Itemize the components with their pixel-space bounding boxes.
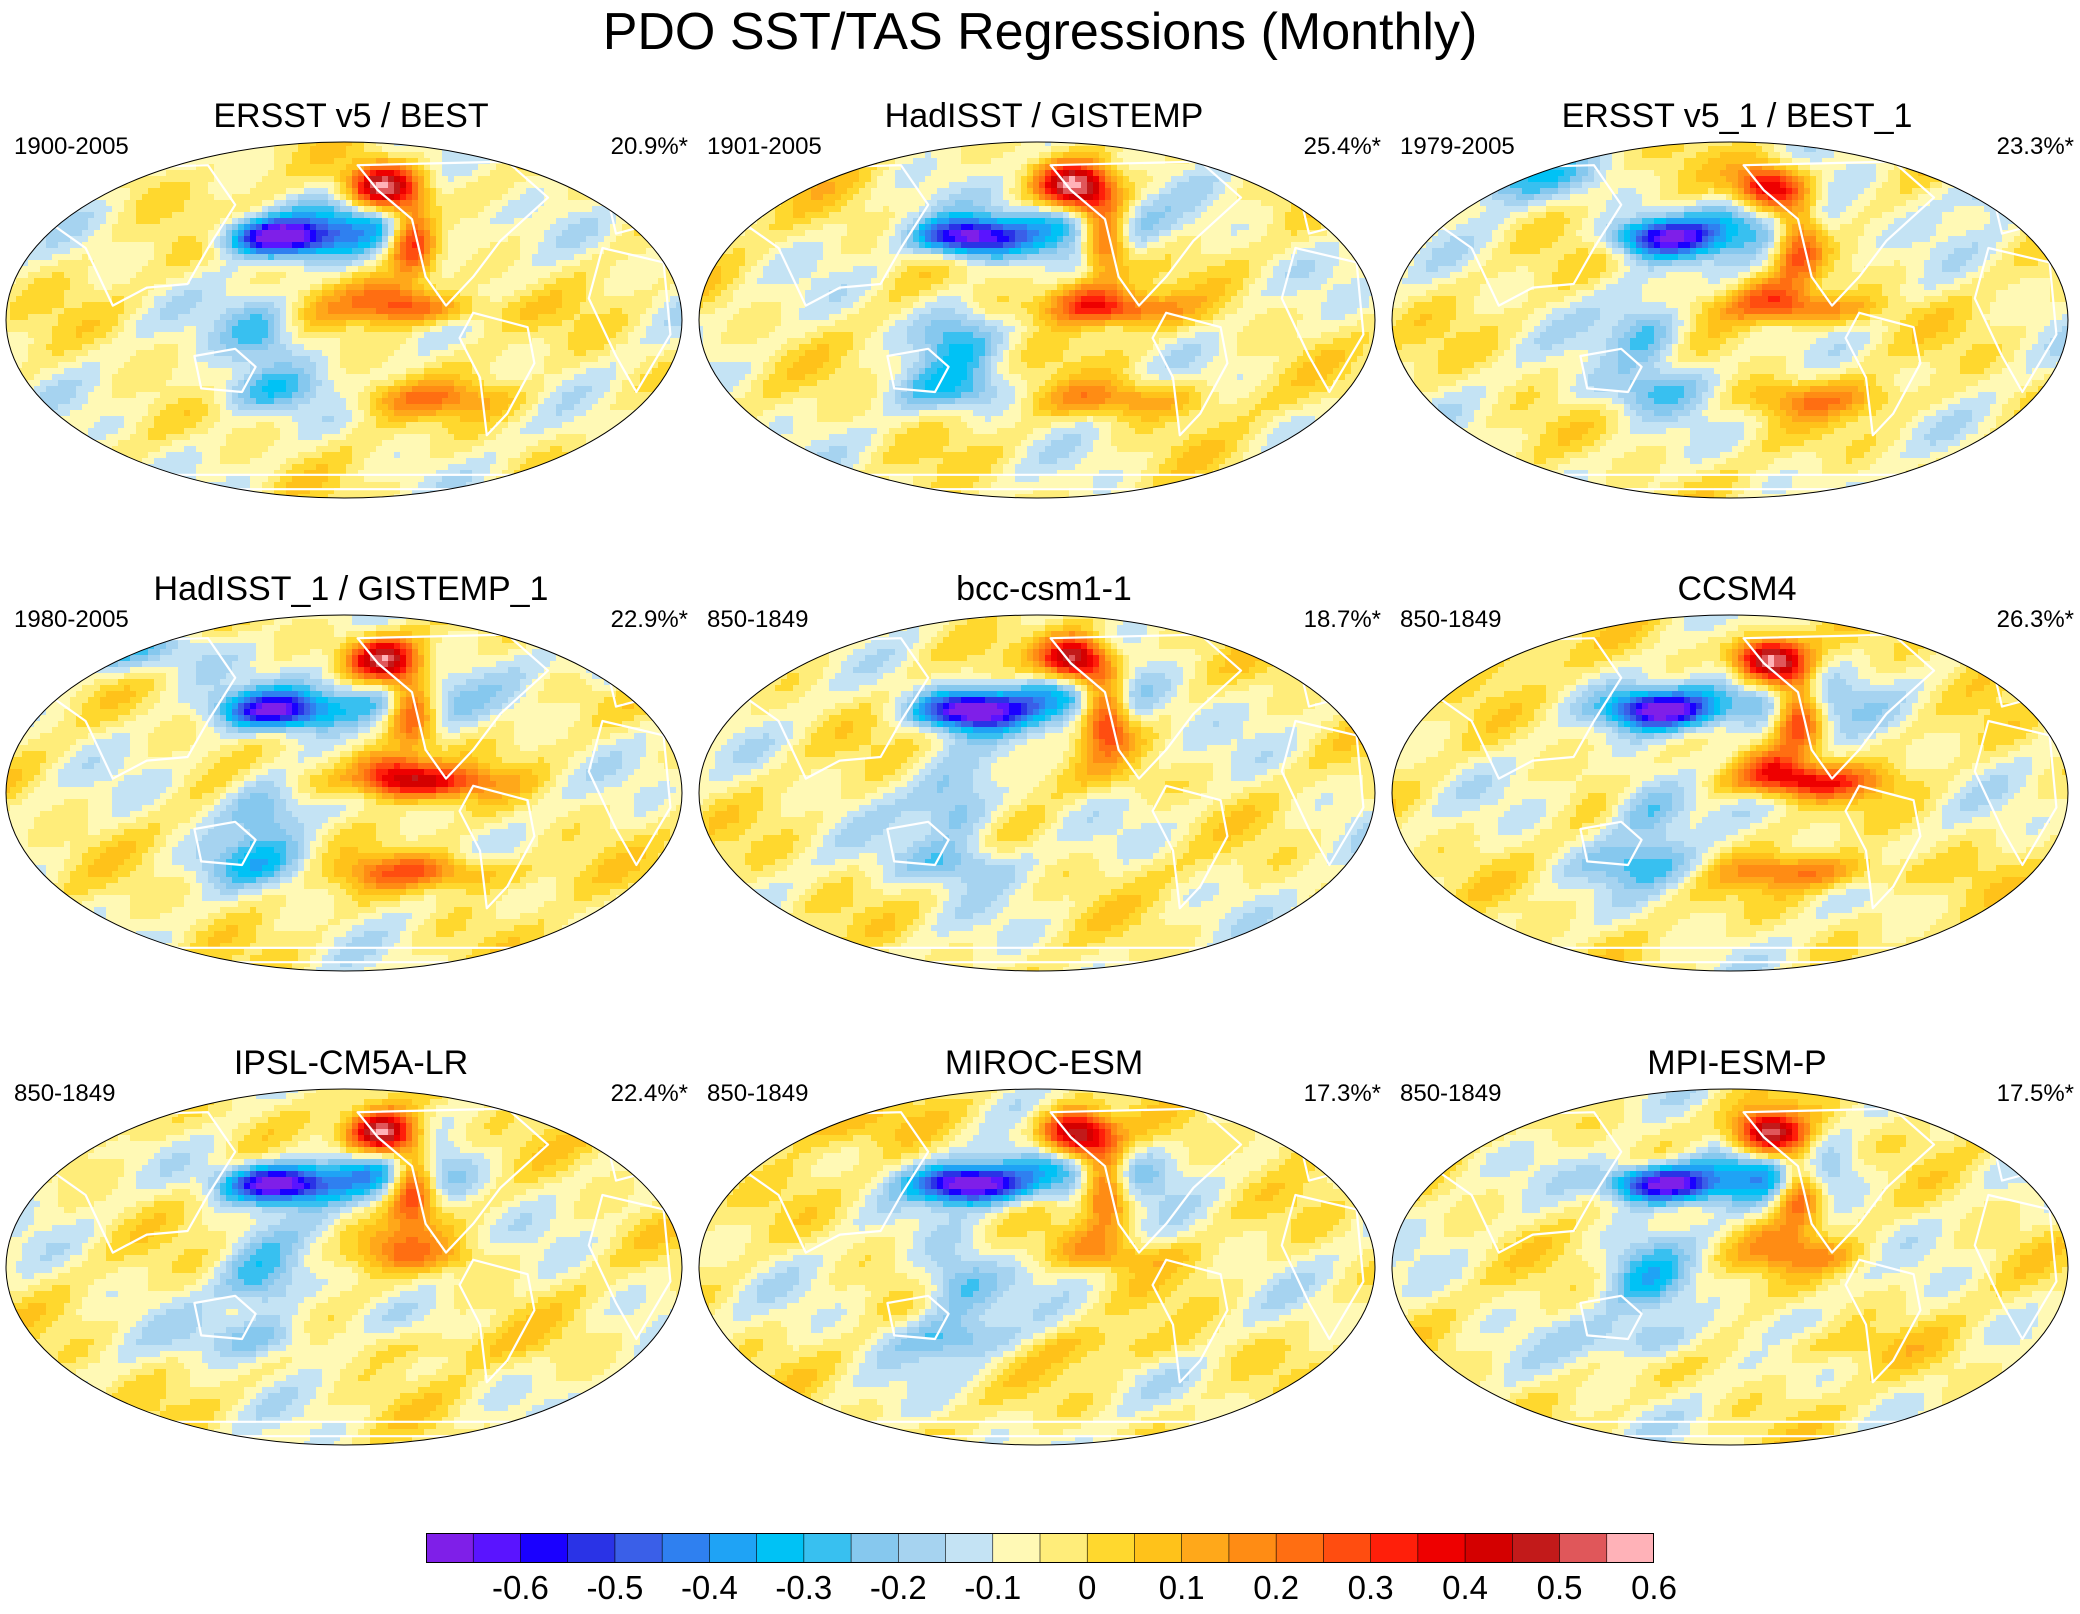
colorbar-swatch: [946, 1533, 994, 1563]
colorbar-tick-label: -0.5: [586, 1568, 643, 1608]
map-panel: HadISST / GISTEMP 1901-2005 25.4%*: [697, 96, 1391, 566]
colorbar-swatch: [473, 1533, 521, 1563]
colorbar-tick-label: 0.2: [1253, 1568, 1299, 1608]
map-panel: bcc-csm1-1 850-1849 18.7%*: [697, 569, 1391, 1039]
colorbar: [426, 1533, 1654, 1563]
map-panel: IPSL-CM5A-LR 850-1849 22.4%*: [4, 1043, 698, 1513]
regression-map: [697, 140, 1377, 500]
colorbar-tick-labels: -0.6 -0.5 -0.4 -0.3 -0.2 -0.1 0 0.1 0.2 0.3 0.4 0.5…: [0, 1568, 2080, 1612]
regression-map: [4, 140, 684, 500]
panel-title: IPSL-CM5A-LR: [4, 1043, 698, 1083]
colorbar-swatch: [520, 1533, 568, 1563]
colorbar-swatch: [1323, 1533, 1371, 1563]
colorbar-swatch: [1560, 1533, 1608, 1563]
colorbar-tick-label: -0.3: [775, 1568, 832, 1608]
colorbar-swatch: [426, 1533, 474, 1563]
map-panel: ERSST v5_1 / BEST_1 1979-2005 23.3%*: [1390, 96, 2080, 566]
panel-title: MPI-ESM-P: [1390, 1043, 2080, 1083]
colorbar-swatch: [1134, 1533, 1182, 1563]
panel-title: HadISST_1 / GISTEMP_1: [4, 569, 698, 609]
regression-map: [1390, 1087, 2070, 1447]
regression-map: [1390, 613, 2070, 973]
colorbar-swatch: [1229, 1533, 1277, 1563]
panel-title: ERSST v5 / BEST: [4, 96, 698, 136]
colorbar-swatch: [615, 1533, 663, 1563]
colorbar-swatch: [1465, 1533, 1513, 1563]
panel-title: MIROC-ESM: [697, 1043, 1391, 1083]
colorbar-swatch: [1607, 1533, 1654, 1563]
map-panel: MIROC-ESM 850-1849 17.3%*: [697, 1043, 1391, 1513]
panel-title: HadISST / GISTEMP: [697, 96, 1391, 136]
chart-title: PDO SST/TAS Regressions (Monthly): [0, 2, 2080, 62]
colorbar-swatch: [568, 1533, 616, 1563]
regression-map: [697, 1087, 1377, 1447]
colorbar-tick-label: -0.2: [870, 1568, 927, 1608]
colorbar-swatch: [1182, 1533, 1230, 1563]
colorbar-swatch: [1040, 1533, 1088, 1563]
colorbar-swatch: [1418, 1533, 1466, 1563]
panel-title: ERSST v5_1 / BEST_1: [1390, 96, 2080, 136]
colorbar-tick-label: 0.3: [1348, 1568, 1394, 1608]
map-panel: ERSST v5 / BEST 1900-2005 20.9%*: [4, 96, 698, 566]
regression-map: [4, 613, 684, 973]
colorbar-swatch: [709, 1533, 757, 1563]
colorbar-swatch: [1276, 1533, 1324, 1563]
colorbar-swatch: [1371, 1533, 1419, 1563]
colorbar-swatch: [898, 1533, 946, 1563]
colorbar-tick-label: 0.5: [1537, 1568, 1583, 1608]
map-panel: CCSM4 850-1849 26.3%*: [1390, 569, 2080, 1039]
map-panel: HadISST_1 / GISTEMP_1 1980-2005 22.9%*: [4, 569, 698, 1039]
colorbar-swatch: [851, 1533, 899, 1563]
map-panel: MPI-ESM-P 850-1849 17.5%*: [1390, 1043, 2080, 1513]
regression-map: [4, 1087, 684, 1447]
colorbar-swatch: [1087, 1533, 1135, 1563]
colorbar-tick-label: 0.6: [1631, 1568, 1677, 1608]
colorbar-swatch: [804, 1533, 852, 1563]
colorbar-tick-label: 0.4: [1442, 1568, 1488, 1608]
colorbar-tick-label: -0.4: [681, 1568, 738, 1608]
regression-map: [697, 613, 1377, 973]
colorbar-tick-label: 0.1: [1159, 1568, 1205, 1608]
colorbar-swatch: [662, 1533, 710, 1563]
colorbar-tick-label: -0.1: [964, 1568, 1021, 1608]
colorbar-swatch: [993, 1533, 1041, 1563]
colorbar-tick-label: 0: [1078, 1568, 1096, 1608]
colorbar-tick-label: -0.6: [492, 1568, 549, 1608]
panel-title: CCSM4: [1390, 569, 2080, 609]
panel-title: bcc-csm1-1: [697, 569, 1391, 609]
colorbar-swatch: [1512, 1533, 1560, 1563]
regression-map: [1390, 140, 2070, 500]
colorbar-swatch: [757, 1533, 805, 1563]
